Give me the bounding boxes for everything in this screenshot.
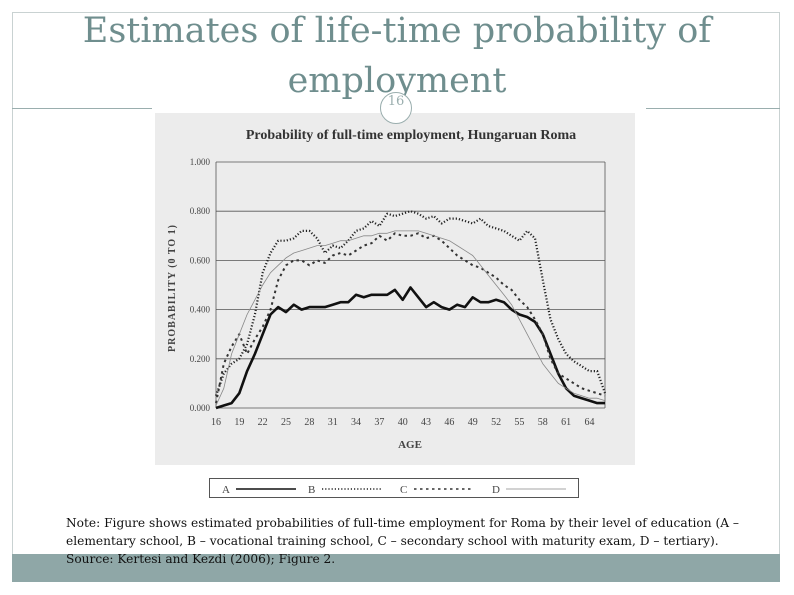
legend-label-d: D xyxy=(492,484,500,496)
x-tick-label: 61 xyxy=(561,417,571,428)
y-tick-labels: 0.000 0.200 0.400 0.600 0.800 1.000 xyxy=(190,157,211,413)
series-line-b xyxy=(214,210,607,397)
chart-legend: A B C D xyxy=(209,478,579,498)
title-rule-left xyxy=(12,108,152,109)
y-tick-label: 0.400 xyxy=(190,305,211,315)
x-tick-label: 49 xyxy=(468,417,478,428)
chart-gridlines xyxy=(215,161,606,409)
x-tick-label: 52 xyxy=(491,417,501,428)
x-tick-label: 58 xyxy=(538,417,548,428)
title-rule-right xyxy=(646,108,780,109)
y-axis-label: PROBABILITY (0 TO 1) xyxy=(167,224,178,352)
x-axis-label: AGE xyxy=(398,439,422,451)
series-line-a xyxy=(215,286,605,410)
y-tick-label: 1.000 xyxy=(190,157,211,167)
chart-series xyxy=(214,210,607,410)
slide-number: 16 xyxy=(387,94,405,109)
bottom-accent-bar xyxy=(12,554,780,582)
employment-probability-chart: Probability of full-time employment, Hun… xyxy=(167,128,607,451)
y-tick-label: 0.200 xyxy=(190,354,211,364)
slide-title: Estimates of life-time probability of em… xyxy=(82,11,712,101)
legend-label-a: A xyxy=(222,484,230,496)
figure-note: Note: Figure shows estimated probabiliti… xyxy=(66,516,739,548)
legend-entries: A B C D xyxy=(222,484,566,496)
y-tick-label: 0.800 xyxy=(190,206,211,216)
x-tick-label: 46 xyxy=(444,417,454,428)
legend-label-b: B xyxy=(308,484,315,496)
slide-number-circle xyxy=(380,92,412,124)
x-tick-label: 55 xyxy=(514,417,524,428)
chart-panel: Probability of full-time employment, Hun… xyxy=(155,113,635,465)
note-block: Note: Figure shows estimated probabiliti… xyxy=(66,514,778,568)
x-tick-label: 40 xyxy=(398,417,408,428)
y-tick-label: 0.000 xyxy=(190,403,211,413)
x-tick-label: 25 xyxy=(281,417,291,428)
x-tick-label: 28 xyxy=(304,417,314,428)
x-tick-label: 22 xyxy=(258,417,268,428)
x-tick-label: 64 xyxy=(584,417,594,428)
x-tick-label: 37 xyxy=(374,417,384,428)
figure-source: Source: Kertesi and Kezdi (2006); Figure… xyxy=(66,552,336,566)
x-tick-label: 31 xyxy=(328,417,338,428)
x-tick-labels: 16 19 22 25 28 31 34 37 40 43 46 49 52 55 58 61 64 xyxy=(211,417,594,428)
x-tick-label: 16 xyxy=(211,417,221,428)
series-line-d xyxy=(215,230,606,406)
x-tick-label: 19 xyxy=(234,417,244,428)
y-tick-label: 0.600 xyxy=(190,255,211,265)
legend-label-c: C xyxy=(400,484,407,496)
chart-title: Probability of full-time employment, Hun… xyxy=(246,128,576,143)
x-tick-label: 34 xyxy=(351,417,361,428)
x-tick-label: 43 xyxy=(421,417,431,428)
series-line-c xyxy=(215,232,606,404)
